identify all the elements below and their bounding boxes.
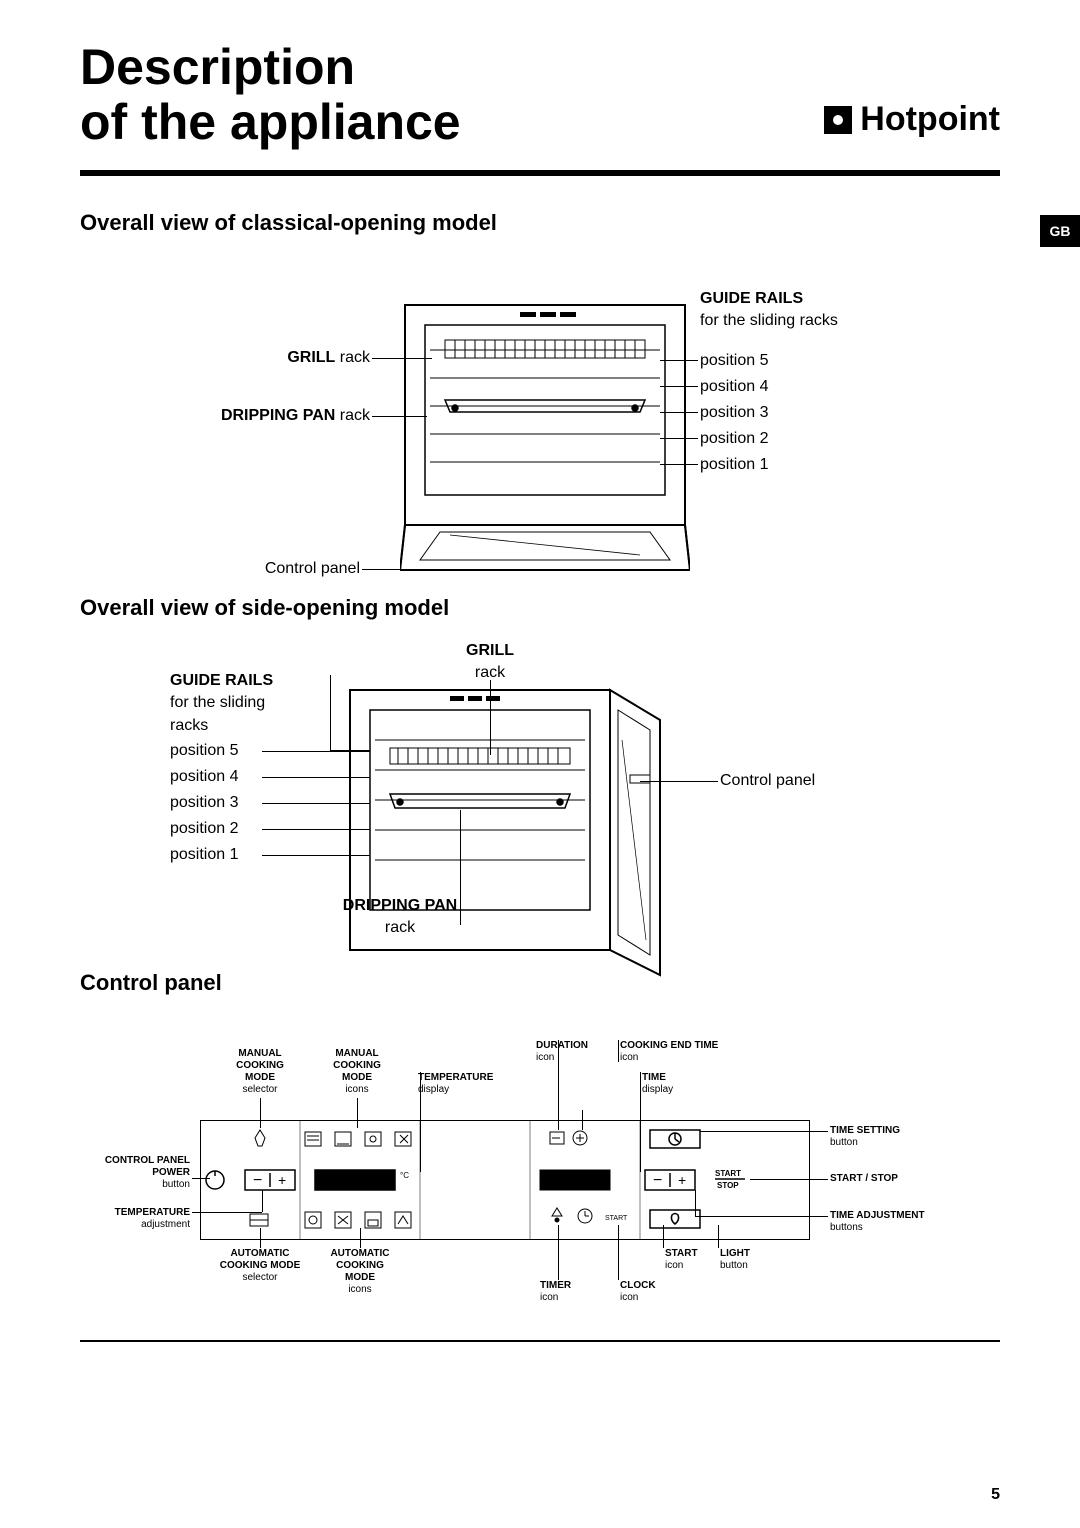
section1-heading: Overall view of classical-opening model	[80, 210, 497, 236]
label-time-display: TIME display	[642, 1072, 702, 1096]
label-guide-rails-2: GUIDE RAILS for the sliding racks	[170, 670, 273, 737]
label-duration: DURATION icon	[536, 1040, 606, 1064]
svg-text:+: +	[678, 1172, 686, 1188]
leader	[618, 1040, 619, 1062]
label-timer: TIMER icon	[540, 1280, 600, 1304]
label2-pos3: position 3	[170, 792, 239, 814]
leader	[700, 1131, 828, 1132]
control-panel-diagram: − + °C START	[200, 1120, 810, 1240]
leader	[420, 1072, 421, 1172]
brand-logo: Hotpoint	[824, 100, 1000, 139]
leader	[262, 855, 370, 856]
label-time-adjust: TIME ADJUSTMENT buttons	[830, 1210, 960, 1234]
leader	[718, 1225, 719, 1248]
label-guide-rails: GUIDE RAILS for the sliding racks	[700, 288, 838, 333]
label2-pos5: position 5	[170, 740, 239, 762]
section3-heading: Control panel	[80, 970, 222, 996]
label-control-panel: Control panel	[200, 558, 360, 580]
label-manual-icons: MANUAL COOKING MODE icons	[322, 1048, 392, 1096]
label-dripping-rack: DRIPPING PAN rack	[120, 405, 370, 427]
svg-text:+: +	[278, 1172, 286, 1188]
svg-text:°C: °C	[400, 1171, 409, 1180]
page-number: 5	[991, 1486, 1000, 1504]
leader	[372, 416, 427, 417]
leader	[360, 1228, 361, 1248]
label-start-stop: START / STOP	[830, 1173, 950, 1185]
label-control-panel-2: Control panel	[720, 770, 815, 792]
svg-text:−: −	[653, 1172, 662, 1189]
label-auto-icons: AUTOMATIC COOKING MODE icons	[320, 1248, 400, 1296]
leader	[750, 1179, 828, 1180]
language-tab: GB	[1040, 215, 1080, 247]
label-start: START icon	[665, 1248, 715, 1272]
label-auto-selector: AUTOMATIC COOKING MODE selector	[210, 1248, 310, 1284]
label2-pos4: position 4	[170, 766, 239, 788]
svg-text:−: −	[253, 1172, 262, 1189]
leader	[640, 781, 718, 782]
leader	[558, 1040, 559, 1130]
leader	[695, 1216, 828, 1217]
leader	[618, 1225, 619, 1280]
divider-bottom	[80, 1340, 1000, 1342]
label-manual-selector: MANUAL COOKING MODE selector	[225, 1048, 295, 1096]
label-light: LIGHT button	[720, 1248, 770, 1272]
leader	[262, 751, 370, 752]
leader	[490, 680, 491, 755]
leader	[660, 386, 698, 387]
label-pos2: position 2	[700, 428, 769, 450]
label-temp-display: TEMPERATURE display	[418, 1072, 518, 1096]
leader	[460, 810, 461, 925]
label-grill-rack: GRILL rack	[190, 347, 370, 369]
leader	[695, 1190, 696, 1216]
svg-text:START: START	[715, 1169, 741, 1178]
leader	[558, 1225, 559, 1280]
label-grill-rack-2: GRILL rack	[450, 640, 530, 685]
label2-pos2: position 2	[170, 818, 239, 840]
label-temp-adjust: TEMPERATURE adjustment	[80, 1207, 190, 1231]
brand-text: Hotpoint	[860, 100, 1000, 139]
leader	[660, 438, 698, 439]
label-pos3: position 3	[700, 402, 769, 424]
label-cp-power: CONTROL PANEL POWER button	[80, 1155, 190, 1191]
divider-top	[80, 170, 1000, 176]
label-pos1: position 1	[700, 454, 769, 476]
leader	[372, 358, 432, 359]
leader	[192, 1212, 262, 1213]
label-pos5: position 5	[700, 350, 769, 372]
leader	[262, 1190, 263, 1212]
page-title: Description of the appliance	[80, 40, 461, 150]
leader	[663, 1225, 664, 1248]
label-clock: CLOCK icon	[620, 1280, 680, 1304]
leader	[330, 675, 331, 750]
svg-text:START: START	[605, 1215, 628, 1222]
leader	[357, 1098, 358, 1128]
leader	[660, 464, 698, 465]
label-dripping-2: DRIPPING PAN rack	[320, 895, 480, 940]
leader	[660, 360, 698, 361]
label-pos4: position 4	[700, 376, 769, 398]
leader	[192, 1178, 210, 1179]
label2-pos1: position 1	[170, 844, 239, 866]
leader	[262, 777, 370, 778]
leader	[260, 1228, 261, 1248]
leader	[262, 829, 370, 830]
section2-heading: Overall view of side-opening model	[80, 595, 449, 621]
oven-classical-diagram	[400, 300, 690, 580]
leader	[582, 1110, 583, 1130]
leader	[260, 1098, 261, 1128]
leader	[362, 569, 542, 570]
svg-text:STOP: STOP	[717, 1181, 739, 1190]
leader	[660, 412, 698, 413]
label-end-time: COOKING END TIME icon	[620, 1040, 750, 1064]
leader	[640, 1072, 641, 1172]
label-time-setting: TIME SETTING button	[830, 1125, 950, 1149]
title-line1: Description	[80, 40, 461, 95]
title-line2: of the appliance	[80, 95, 461, 150]
brand-icon	[824, 106, 852, 134]
leader	[262, 803, 370, 804]
